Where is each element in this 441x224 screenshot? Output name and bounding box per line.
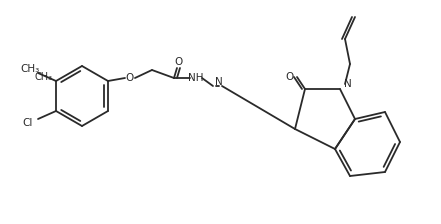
Text: CH₃: CH₃ xyxy=(20,64,40,74)
Text: O: O xyxy=(286,72,294,82)
Text: O: O xyxy=(126,73,134,83)
Text: O: O xyxy=(175,57,183,67)
Text: N: N xyxy=(215,77,223,87)
Text: N: N xyxy=(344,79,352,89)
Text: CH₃: CH₃ xyxy=(35,72,53,82)
Text: Cl: Cl xyxy=(23,118,33,128)
Text: NH: NH xyxy=(188,73,204,83)
